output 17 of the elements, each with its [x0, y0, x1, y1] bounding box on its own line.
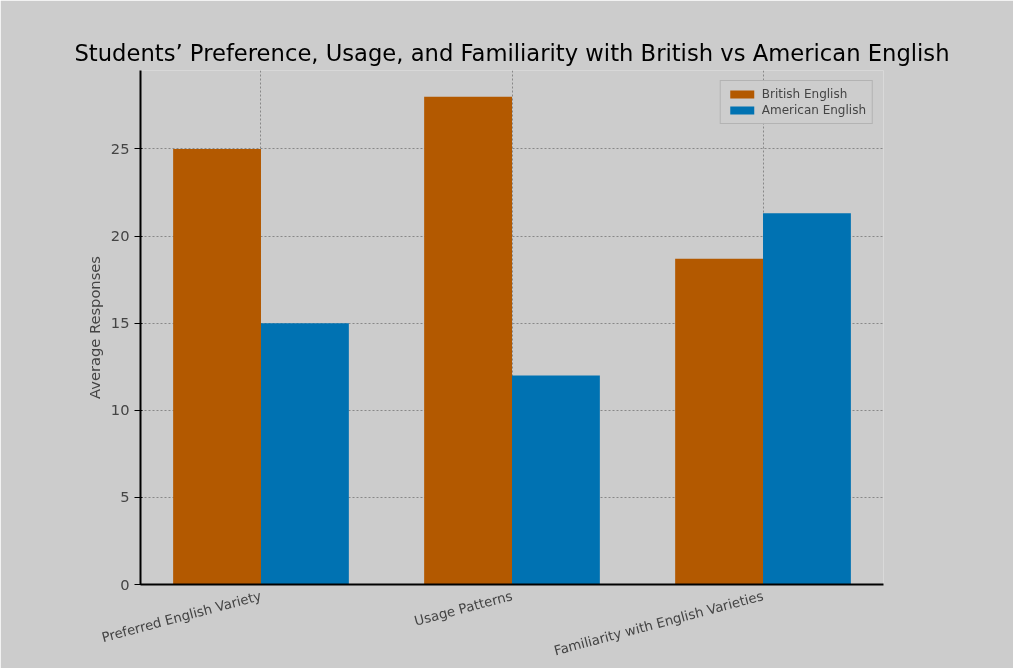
- y-tick-label: 0: [120, 575, 130, 593]
- y-tick-label: 20: [110, 227, 130, 245]
- legend-label: American English: [761, 103, 866, 117]
- y-tick-label: 25: [110, 139, 130, 157]
- chart-title: Students’ Preference, Usage, and Familiarity with British vs American English: [74, 39, 950, 66]
- bar: [763, 213, 851, 585]
- bar: [424, 96, 512, 585]
- y-tick-label: 15: [110, 314, 130, 332]
- bar: [173, 148, 261, 585]
- bar: [675, 258, 764, 585]
- y-tick-label: 5: [120, 488, 130, 506]
- bar: [512, 375, 600, 585]
- legend-label: British English: [761, 87, 848, 101]
- bar: [260, 323, 349, 585]
- x-tick-label: Usage Patterns: [412, 588, 514, 629]
- y-axis-title: Average Responses: [85, 256, 103, 399]
- y-tick-label: 10: [110, 401, 130, 419]
